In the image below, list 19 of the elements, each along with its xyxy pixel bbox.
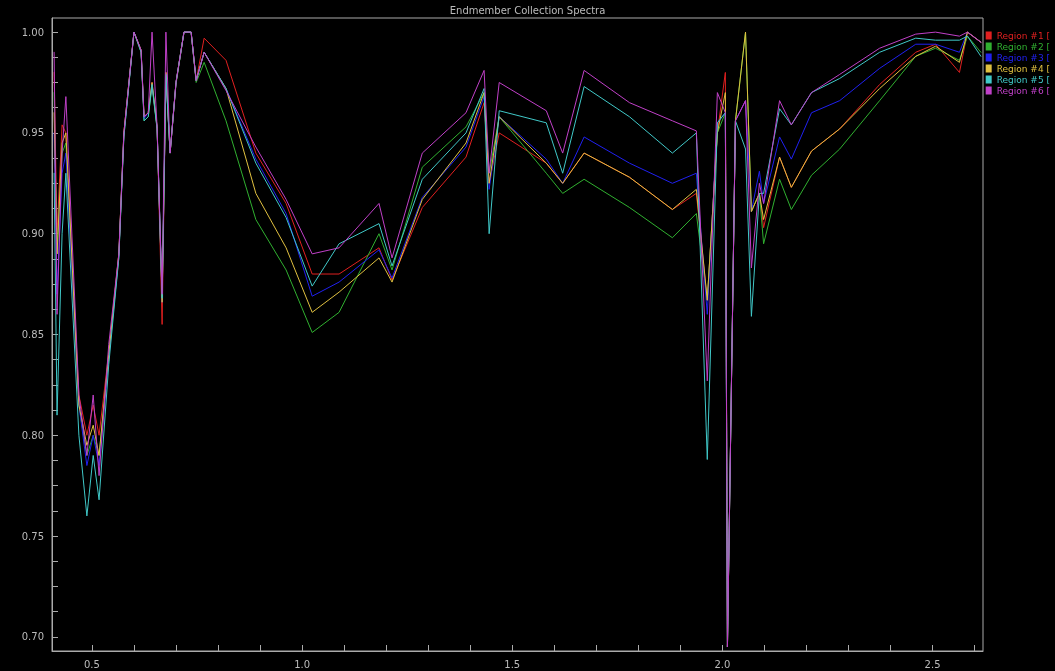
legend-label: Region #6 [ [996,85,1050,96]
legend-label: Region #2 [ [996,41,1050,52]
y-tick-label: 0.85 [21,329,44,340]
x-tick-label: 1.5 [504,658,521,670]
x-tick-label: 2.0 [714,658,731,670]
y-tick-label: 0.90 [21,228,44,240]
y-tick-label: 0.95 [21,127,44,139]
y-tick-label: 0.80 [21,429,44,441]
legend-label: Region #3 [ [996,52,1050,63]
legend-label: Region #5 [ [996,74,1050,85]
legend-label: Region #1 [ [996,30,1050,41]
x-tick-label: 1.0 [294,658,311,670]
y-tick-label: 1.00 [21,26,44,38]
y-tick-label: 0.75 [21,530,44,542]
x-tick-label: 0.5 [83,658,100,670]
legend-label: Region #4 [ [996,63,1050,74]
y-tick-label: 0.70 [21,631,44,643]
x-tick-label: 2.5 [924,658,941,670]
chart-title: Endmember Collection Spectra [449,4,606,16]
